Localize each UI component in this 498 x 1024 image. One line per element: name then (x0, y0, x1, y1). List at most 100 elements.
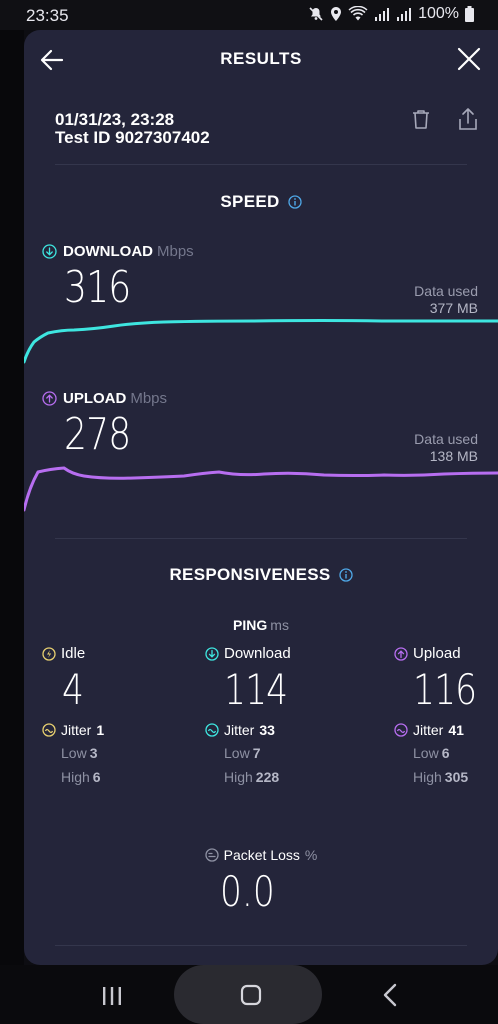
upload-unit: Mbps (130, 390, 168, 407)
recent-apps-icon[interactable] (100, 986, 124, 1006)
location-icon (331, 7, 342, 21)
wifi-icon (348, 6, 368, 21)
upload-ping-label: Upload (394, 645, 461, 662)
results-header: RESULTS (24, 30, 498, 90)
download-arrow-icon (42, 244, 57, 259)
responsiveness-title: RESPONSIVENESS (169, 565, 331, 584)
home-button[interactable] (174, 965, 322, 1024)
divider (55, 945, 467, 946)
upload-text: UPLOAD (63, 390, 127, 407)
mute-icon (309, 7, 323, 21)
navigation-bar (0, 965, 498, 1024)
download-data-used-label: Data used (414, 283, 478, 299)
upload-data-used-label: Data used (414, 431, 478, 447)
ping-label: PING (233, 617, 268, 633)
download-data-used: Data used 377 MB (414, 283, 478, 317)
upload-data-used-value: 138 MB (429, 448, 478, 464)
download-high-label: High (224, 769, 253, 785)
upload-ping-text: Upload (413, 645, 461, 662)
upload-high-label: High (413, 769, 442, 785)
download-ping-text: Download (224, 645, 291, 662)
upload-high: High 305 (413, 769, 468, 785)
download-low: Low 7 (224, 745, 260, 761)
upload-low: Low 6 (413, 745, 449, 761)
jitter-icon (42, 723, 56, 737)
upload-label: UPLOAD Mbps (42, 390, 167, 407)
upload-jitter-value: 41 (448, 722, 464, 738)
back-chevron-icon[interactable] (382, 983, 398, 1007)
page-title: RESULTS (220, 49, 302, 68)
packet-loss-text: Packet Loss (223, 847, 300, 863)
status-icons: 100% (308, 5, 474, 23)
download-data-used-value: 377 MB (429, 300, 478, 316)
idle-low: Low 3 (61, 745, 97, 761)
divider (55, 538, 467, 539)
packet-loss-icon (204, 848, 219, 862)
upload-data-used: Data used 138 MB (414, 431, 478, 465)
info-icon[interactable] (338, 568, 353, 582)
idle-high-label: High (61, 769, 90, 785)
download-low-value: 7 (252, 745, 261, 761)
download-low-label: Low (224, 745, 250, 761)
home-icon[interactable] (240, 984, 262, 1006)
battery-icon (465, 6, 474, 22)
speed-title: SPEED (220, 192, 280, 211)
upload-speed-graph (24, 466, 498, 512)
upload-low-value: 6 (441, 745, 450, 761)
back-arrow-icon[interactable] (38, 46, 66, 74)
upload-arrow-icon (394, 646, 408, 661)
speed-section-title: SPEED (24, 192, 498, 212)
idle-low-label: Low (61, 745, 87, 761)
upload-speed-value: 278 (64, 409, 131, 460)
idle-high-value: 6 (92, 769, 101, 785)
download-jitter: Jitter 33 (205, 722, 275, 738)
test-date: 01/31/23, 23:28 (55, 110, 175, 129)
upload-ping-value: 116 (413, 665, 477, 714)
battery-percent: 100% (418, 5, 459, 22)
upload-jitter-label: Jitter (413, 722, 444, 738)
background-app-edge (0, 30, 24, 965)
jitter-icon (205, 723, 219, 737)
download-text: DOWNLOAD (63, 243, 153, 260)
download-unit: Mbps (157, 243, 194, 260)
download-ping-value: 114 (224, 665, 288, 714)
status-bar: 23:35 100% (0, 0, 498, 30)
upload-low-label: Low (413, 745, 439, 761)
download-high-value: 228 (255, 769, 280, 785)
close-icon[interactable] (456, 46, 482, 72)
download-speed-value: 316 (64, 262, 131, 313)
signal-icon (375, 8, 390, 21)
idle-jitter-value: 1 (96, 722, 105, 738)
ping-title: PING ms (24, 617, 498, 633)
results-card: RESULTS 01/31/23, 23:28 Test ID 90273074… (24, 30, 498, 965)
trash-icon[interactable] (410, 108, 432, 130)
ping-unit: ms (270, 617, 289, 633)
download-high: High 228 (224, 769, 279, 785)
divider (55, 164, 467, 165)
signal-icon-2 (397, 8, 412, 21)
idle-high: High 6 (61, 769, 101, 785)
responsiveness-section-title: RESPONSIVENESS (24, 565, 498, 585)
test-id: Test ID 9027307402 (55, 128, 210, 147)
share-icon[interactable] (457, 107, 479, 131)
idle-low-value: 3 (89, 745, 98, 761)
packet-loss-value: 0.0 (220, 867, 275, 916)
lightning-icon (42, 646, 56, 661)
download-arrow-icon (205, 646, 219, 661)
idle-jitter-label: Jitter (61, 722, 92, 738)
jitter-icon (394, 723, 408, 737)
upload-arrow-icon (42, 391, 57, 406)
idle-ping-label: Idle (42, 645, 85, 662)
idle-jitter: Jitter 1 (42, 722, 104, 738)
download-ping-label: Download (205, 645, 291, 662)
download-jitter-label: Jitter (224, 722, 255, 738)
idle-label: Idle (61, 645, 86, 662)
download-label: DOWNLOAD Mbps (42, 243, 194, 260)
packet-loss-label: Packet Loss% (24, 847, 498, 863)
download-jitter-value: 33 (259, 722, 275, 738)
packet-loss-unit: % (304, 847, 318, 863)
info-icon[interactable] (287, 195, 302, 209)
upload-high-value: 305 (444, 769, 469, 785)
upload-jitter: Jitter 41 (394, 722, 464, 738)
idle-ping-value: 4 (62, 665, 84, 714)
